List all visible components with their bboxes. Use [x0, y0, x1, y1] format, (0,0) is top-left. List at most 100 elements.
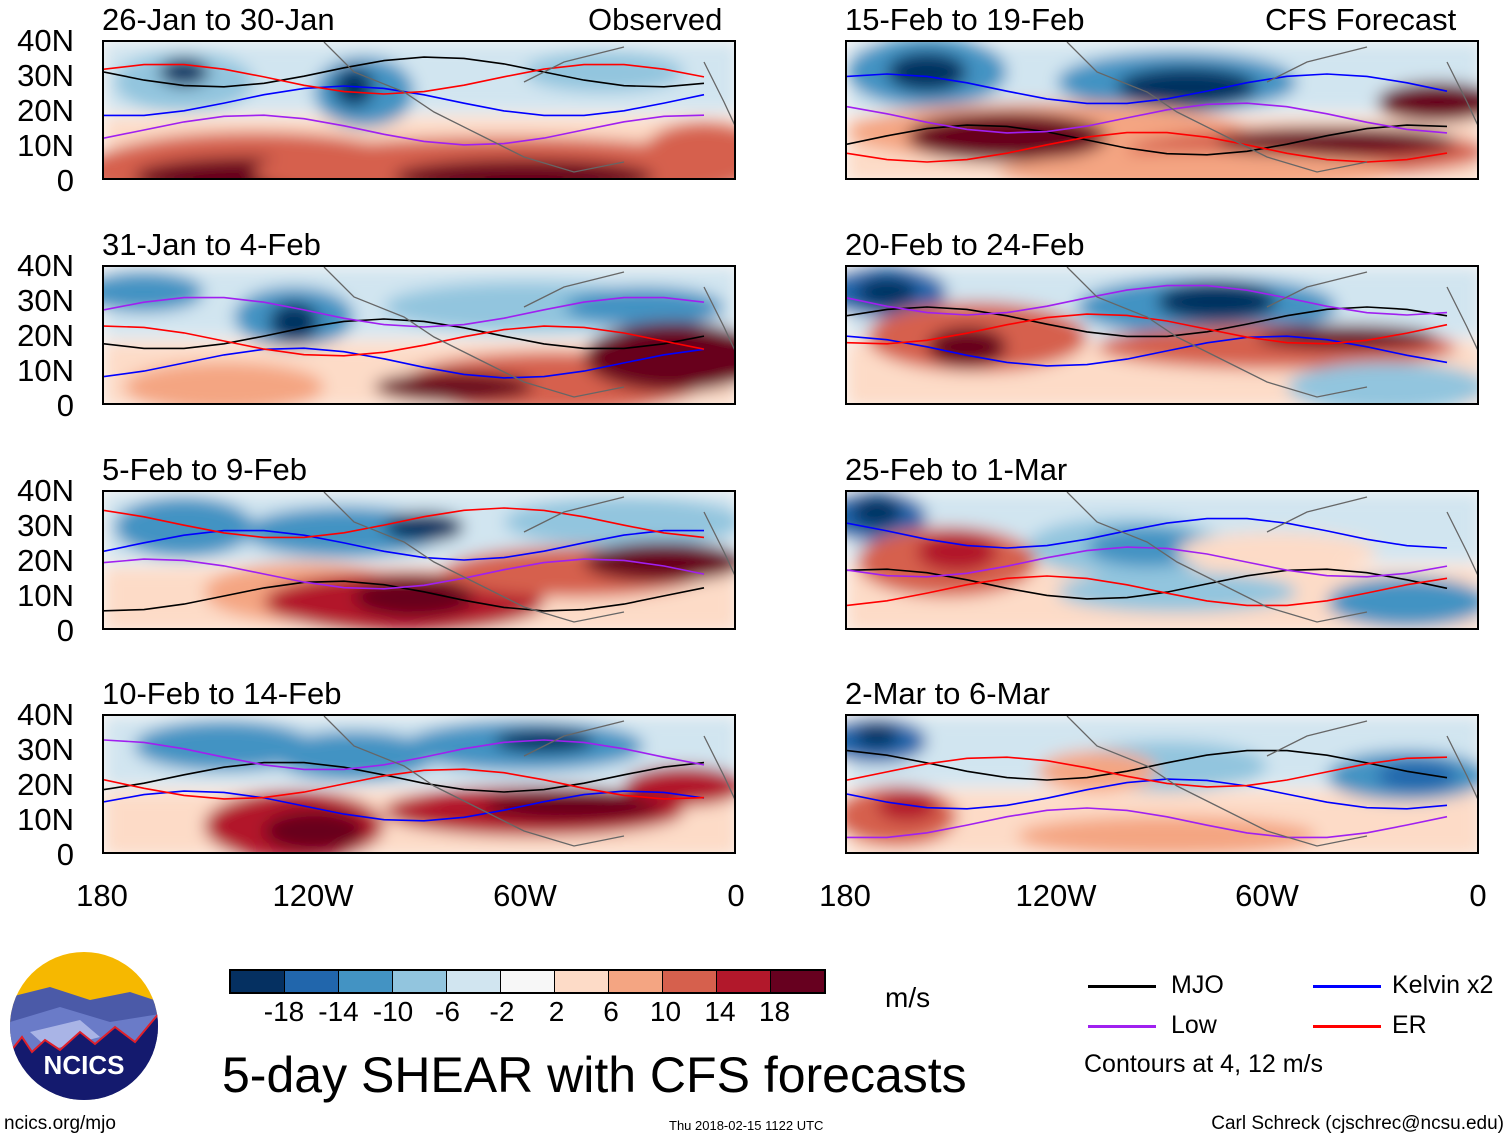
shear-region — [134, 721, 314, 771]
er-contour — [847, 575, 1448, 607]
shear-map-panel — [845, 490, 1479, 630]
low-contour — [104, 296, 705, 328]
kelvin-contour — [847, 778, 1448, 810]
shear-region — [1327, 577, 1477, 627]
legend-label-kelvin: Kelvin x2 — [1392, 971, 1494, 999]
footer-author: Carl Schreck (cjschrec@ncsu.edu) — [1211, 1113, 1504, 1134]
shear-region — [384, 512, 464, 542]
y-tick: 30N — [17, 508, 74, 543]
svg-text:NCICS: NCICS — [44, 1050, 125, 1080]
mjo-contour — [847, 749, 1448, 781]
kelvin-contour — [104, 529, 704, 561]
shear-region — [857, 277, 917, 307]
shear-map-panel — [845, 265, 1479, 405]
shear-region — [504, 497, 734, 547]
y-tick: 40N — [17, 248, 74, 283]
kelvin-contour — [104, 790, 705, 822]
y-tick: 30N — [17, 732, 74, 767]
y-tick: 10N — [17, 353, 74, 388]
x-tick: 180 — [819, 878, 871, 913]
legend-line-er — [1313, 1025, 1381, 1028]
shear-map-panel — [845, 40, 1479, 180]
colorbar-tick: -2 — [489, 996, 515, 1027]
legend-line-low — [1088, 1025, 1156, 1028]
er-contour — [104, 63, 705, 95]
colorbar-swatch — [231, 971, 285, 992]
y-tick: 20N — [17, 93, 74, 128]
shear-region — [1157, 282, 1277, 322]
shear-region — [917, 532, 997, 572]
y-tick: 0 — [56, 837, 74, 872]
y-tick: 30N — [17, 283, 74, 318]
coastline — [323, 716, 734, 847]
shear-region — [1017, 816, 1317, 852]
shear-region — [877, 791, 937, 821]
y-tick: 0 — [56, 388, 74, 423]
shear-region — [1177, 532, 1377, 572]
shear-region — [1117, 67, 1257, 107]
x-tick: 60W — [493, 878, 557, 913]
colorbar-tick: 18 — [758, 996, 791, 1027]
colorbar-swatch — [393, 971, 447, 992]
shear-region — [1037, 751, 1157, 791]
colorbar-tick: -10 — [372, 996, 414, 1027]
colorbar-tick: 6 — [603, 996, 619, 1027]
shear-region — [274, 731, 434, 781]
legend-line-kelvin — [1313, 985, 1381, 988]
shear-map-panel — [102, 714, 736, 854]
observed-label: Observed — [588, 2, 723, 37]
shear-map-panel — [102, 40, 736, 180]
panel-title: 20-Feb to 24-Feb — [845, 227, 1085, 262]
colorbar-swatch — [339, 971, 393, 992]
colorbar-tick: 2 — [548, 996, 565, 1027]
colorbar-tick: 14 — [704, 996, 736, 1027]
colorbar — [229, 969, 826, 994]
coastline — [323, 492, 734, 623]
ncics-logo: NCICS — [10, 952, 158, 1100]
shear-region — [1217, 127, 1457, 157]
panel-title: 26-Jan to 30-Jan — [102, 2, 335, 37]
colorbar-swatch — [609, 971, 663, 992]
coastline — [323, 267, 734, 398]
colorbar-tick: -18 — [263, 996, 305, 1027]
y-tick: 40N — [17, 23, 74, 58]
y-tick: 0 — [56, 613, 74, 648]
kelvin-contour — [847, 335, 1448, 367]
colorbar-swatch — [555, 971, 609, 992]
colorbar-tick: -14 — [318, 996, 359, 1027]
coastline — [1066, 492, 1477, 623]
low-contour — [847, 284, 1448, 316]
figure-title: 5-day SHEAR with CFS forecasts — [222, 1047, 967, 1103]
coastline — [1066, 42, 1477, 173]
contour-note: Contours at 4, 12 m/s — [1084, 1050, 1324, 1078]
y-tick: 40N — [17, 697, 74, 732]
shear-region — [124, 362, 324, 403]
colorbar-swatch — [501, 971, 555, 992]
er-contour — [104, 507, 705, 539]
shear-region — [887, 52, 967, 92]
shear-region — [354, 577, 474, 617]
x-tick: 120W — [272, 878, 354, 913]
x-tick: 60W — [1235, 878, 1299, 913]
shear-region — [114, 497, 254, 557]
er-contour — [104, 325, 705, 357]
shear-region — [264, 811, 364, 851]
low-contour — [847, 807, 1448, 839]
low-contour — [847, 546, 1448, 578]
kelvin-contour — [104, 347, 705, 379]
shear-region — [624, 766, 734, 806]
er-contour — [847, 756, 1448, 788]
mjo-contour — [104, 56, 705, 88]
kelvin-contour — [847, 73, 1448, 105]
colorbar-tick: 10 — [649, 996, 682, 1027]
shear-map-panel — [102, 265, 736, 405]
y-tick: 0 — [56, 163, 74, 198]
shear-region — [852, 497, 902, 527]
y-tick: 10N — [17, 578, 74, 613]
low-contour — [104, 114, 705, 146]
footer-timestamp: Thu 2018-02-15 1122 UTC — [669, 1118, 824, 1133]
footer-url[interactable]: ncics.org/mjo — [4, 1113, 116, 1134]
er-contour — [847, 313, 1448, 345]
y-tick: 10N — [17, 802, 74, 837]
legend-label-er: ER — [1392, 1011, 1427, 1039]
